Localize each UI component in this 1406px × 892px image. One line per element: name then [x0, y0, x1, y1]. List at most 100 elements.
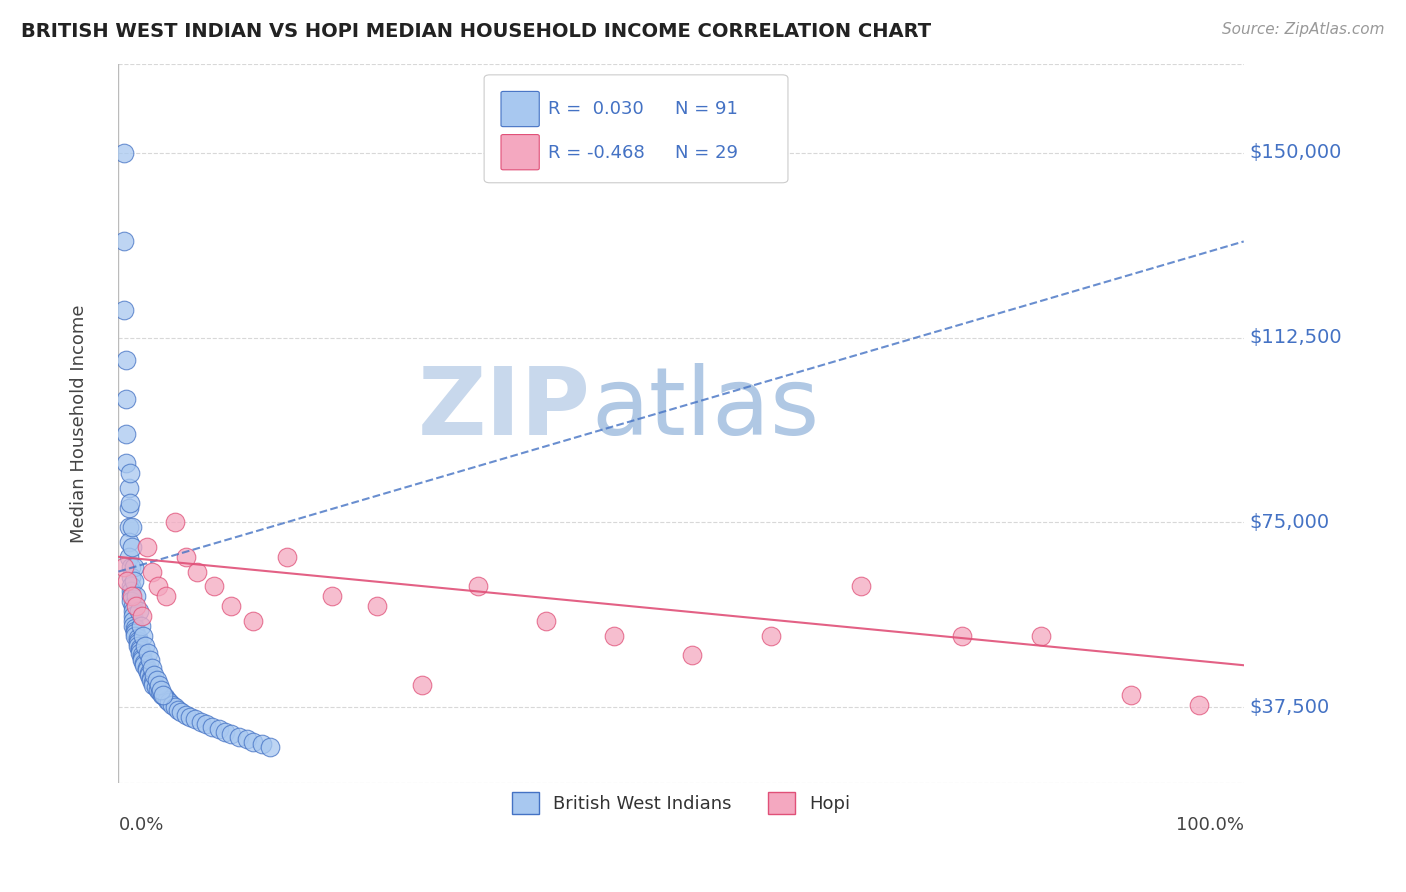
Point [117, 535, 139, 549]
Point [138, 668, 160, 682]
Point [142, 678, 165, 692]
Point [155, 589, 177, 603]
Point [681, 648, 703, 663]
Point [122, 599, 145, 613]
Point [190, 714, 212, 729]
Point [120, 579, 142, 593]
Point [125, 599, 148, 613]
Point [131, 650, 153, 665]
Point [759, 629, 782, 643]
Point [131, 609, 153, 624]
Point [117, 500, 139, 515]
Point [124, 626, 146, 640]
Point [127, 636, 149, 650]
Point [184, 713, 207, 727]
Point [152, 688, 174, 702]
Point [117, 549, 139, 564]
Point [411, 678, 433, 692]
Point [122, 619, 145, 633]
Point [124, 629, 146, 643]
Text: R =  0.030: R = 0.030 [548, 101, 644, 119]
Point [145, 681, 167, 695]
Point [141, 661, 163, 675]
Text: N = 29: N = 29 [675, 144, 738, 161]
Point [131, 653, 153, 667]
Point [252, 737, 274, 751]
Point [127, 631, 149, 645]
Point [121, 589, 143, 603]
Point [467, 579, 489, 593]
Point [121, 540, 143, 554]
Point [117, 481, 139, 495]
Point [146, 682, 169, 697]
Text: $75,000: $75,000 [1250, 513, 1330, 532]
Point [122, 609, 145, 624]
Point [170, 705, 193, 719]
Point [124, 624, 146, 638]
Text: BRITISH WEST INDIAN VS HOPI MEDIAN HOUSEHOLD INCOME CORRELATION CHART: BRITISH WEST INDIAN VS HOPI MEDIAN HOUSE… [21, 22, 931, 41]
Point [148, 678, 170, 692]
Point [179, 710, 201, 724]
Point [128, 643, 150, 657]
Point [120, 559, 142, 574]
Text: $150,000: $150,000 [1250, 144, 1341, 162]
Point [122, 559, 145, 574]
Point [141, 565, 163, 579]
Point [242, 614, 264, 628]
Point [163, 700, 186, 714]
Text: $112,500: $112,500 [1250, 328, 1341, 347]
Point [112, 303, 135, 318]
Point [118, 466, 141, 480]
Point [174, 707, 197, 722]
Text: Median Household Income: Median Household Income [70, 304, 89, 543]
Text: R = -0.468: R = -0.468 [548, 144, 645, 161]
Point [153, 690, 176, 705]
Point [602, 629, 624, 643]
Point [139, 653, 162, 667]
Point [118, 495, 141, 509]
Point [163, 516, 186, 530]
Point [139, 671, 162, 685]
Point [115, 392, 138, 406]
Point [112, 559, 135, 574]
Point [120, 589, 142, 603]
Point [117, 520, 139, 534]
Point [157, 695, 180, 709]
Point [129, 619, 152, 633]
Point [128, 640, 150, 655]
Point [143, 668, 166, 682]
Point [128, 604, 150, 618]
Point [849, 579, 872, 593]
Point [120, 584, 142, 599]
Point [162, 698, 184, 712]
Point [138, 665, 160, 680]
Text: 100.0%: 100.0% [1175, 816, 1244, 834]
Point [135, 540, 157, 554]
Point [122, 574, 145, 589]
Point [120, 569, 142, 583]
Point [120, 594, 142, 608]
Text: ZIP: ZIP [418, 363, 591, 456]
Point [121, 520, 143, 534]
Text: 0.0%: 0.0% [118, 816, 163, 834]
Point [276, 549, 298, 564]
Point [219, 727, 242, 741]
Point [228, 730, 250, 744]
Point [125, 589, 148, 603]
Point [127, 639, 149, 653]
Point [139, 673, 162, 687]
Text: Source: ZipAtlas.com: Source: ZipAtlas.com [1222, 22, 1385, 37]
Point [115, 352, 138, 367]
FancyBboxPatch shape [501, 135, 540, 169]
Point [202, 579, 225, 593]
Point [134, 639, 156, 653]
Point [156, 692, 179, 706]
Text: atlas: atlas [591, 363, 820, 456]
Point [950, 629, 973, 643]
Point [1121, 688, 1143, 702]
Point [150, 682, 173, 697]
Point [150, 688, 173, 702]
FancyBboxPatch shape [484, 75, 787, 183]
Point [259, 739, 281, 754]
Point [219, 599, 242, 613]
